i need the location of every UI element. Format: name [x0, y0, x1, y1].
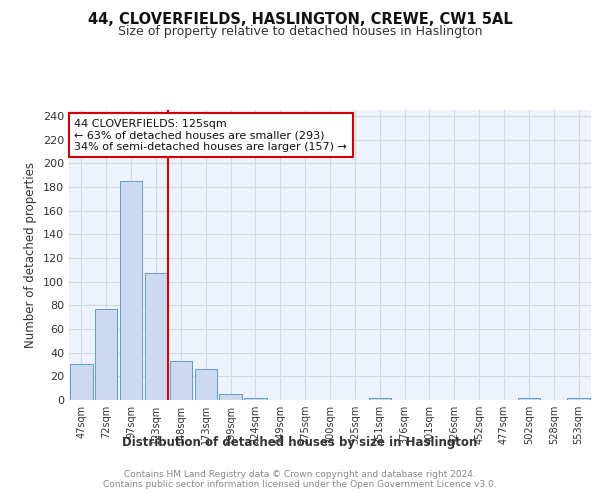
Bar [95, 309, 118, 400]
Bar [170, 361, 192, 400]
Text: Size of property relative to detached houses in Haslington: Size of property relative to detached ho… [118, 25, 482, 38]
Bar [194, 369, 217, 400]
Text: Distribution of detached houses by size in Haslington: Distribution of detached houses by size … [122, 436, 478, 449]
Bar [120, 181, 142, 400]
Bar [70, 364, 92, 400]
Bar [244, 398, 266, 400]
Bar [518, 398, 540, 400]
Text: Contains HM Land Registry data © Crown copyright and database right 2024.
Contai: Contains HM Land Registry data © Crown c… [103, 470, 497, 490]
Bar [145, 274, 167, 400]
Y-axis label: Number of detached properties: Number of detached properties [25, 162, 37, 348]
Text: 44 CLOVERFIELDS: 125sqm
← 63% of detached houses are smaller (293)
34% of semi-d: 44 CLOVERFIELDS: 125sqm ← 63% of detache… [74, 118, 347, 152]
Text: 44, CLOVERFIELDS, HASLINGTON, CREWE, CW1 5AL: 44, CLOVERFIELDS, HASLINGTON, CREWE, CW1… [88, 12, 512, 28]
Bar [568, 398, 590, 400]
Bar [368, 398, 391, 400]
Bar [220, 394, 242, 400]
